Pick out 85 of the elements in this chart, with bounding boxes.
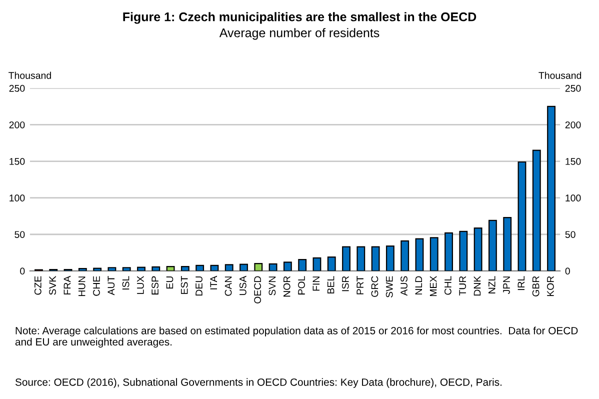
x-tick-label: KOR	[547, 276, 554, 296]
chart-subtitle: Average number of residents	[219, 28, 380, 40]
bar	[444, 232, 453, 271]
bar	[503, 217, 512, 271]
x-tick-label: ITA	[210, 276, 217, 290]
x-tick-label: LUX	[137, 276, 144, 294]
bar	[108, 267, 116, 271]
x-tick-label: NOR	[283, 276, 290, 297]
bar	[518, 161, 526, 271]
bar	[78, 268, 87, 271]
source-note: Source: OECD (2016), Subnational Governments in OECD Countries: Key Data (brochure), OECD, Paris.	[15, 378, 502, 388]
x-tick-label: ISL	[122, 276, 130, 290]
x-tick-label: FRA	[64, 276, 71, 294]
y2-tick-label: 250	[565, 84, 581, 92]
bar	[386, 246, 394, 271]
x-tick-label: TUR	[459, 276, 466, 296]
bar	[196, 264, 204, 271]
y-tick-label: 100	[10, 194, 25, 202]
bar	[283, 262, 292, 271]
x-tick-label: ISR	[342, 276, 349, 292]
bar	[342, 246, 350, 271]
x-tick-label: ESP	[152, 276, 158, 294]
bar	[327, 256, 336, 271]
y2-tick-label: 100	[566, 194, 581, 202]
x-tick-label: EU	[166, 276, 174, 288]
y-tick-label: 0	[20, 268, 25, 275]
bar	[547, 106, 556, 271]
x-tick-label: CZE	[34, 276, 42, 295]
bar	[459, 230, 468, 271]
y2-tick-label: 150	[566, 158, 581, 165]
x-tick-label: OECD	[254, 276, 262, 304]
x-tick-label: NLD	[415, 276, 422, 294]
y2-tick-label: 200	[565, 121, 581, 128]
x-tick-label: USA	[239, 276, 246, 296]
bar	[224, 264, 234, 271]
y-tick-label: 150	[10, 158, 25, 165]
bar	[137, 266, 146, 271]
x-tick-label: MEX	[430, 276, 437, 296]
y-tick-label: 200	[9, 121, 25, 128]
y-tick-label: 250	[9, 84, 25, 92]
bar	[488, 220, 497, 271]
bar	[400, 240, 410, 271]
x-tick-label: NZL	[488, 276, 496, 294]
bar	[430, 237, 438, 271]
x-tick-label: SVK	[49, 276, 56, 295]
y2-axis-title: Thousand	[538, 72, 582, 79]
bar	[122, 267, 131, 271]
x-tick-label: SVN	[268, 276, 276, 296]
text: Note: Average calculations are based on estimated population data as of 2015 or 2016 for most countries. Data for OECD and EU are unweighted averages.	[15, 326, 578, 348]
y-tick-label: 50	[14, 231, 25, 238]
bar	[415, 238, 424, 271]
x-tick-label: EST	[180, 276, 188, 294]
x-tick-label: CHE	[93, 276, 100, 296]
bar	[152, 266, 160, 271]
bar	[532, 150, 541, 271]
x-tick-label: AUT	[108, 276, 115, 296]
x-tick-label: SWE	[386, 276, 393, 298]
x-tick-label: POL	[298, 276, 305, 294]
x-tick-label: FIN	[312, 276, 320, 291]
x-tick-label: BEL	[327, 276, 334, 294]
x-tick-label: CHL	[444, 276, 452, 295]
bar	[312, 257, 322, 271]
y-axis-title: Thousand	[8, 72, 51, 79]
y2-tick-label: 50	[565, 231, 576, 238]
x-tick-label: JPN	[503, 276, 510, 294]
bar	[268, 263, 278, 271]
x-tick-label: IRL	[518, 276, 525, 290]
x-tick-label: AUS	[400, 276, 408, 296]
x-tick-label: CAN	[224, 276, 232, 296]
x-tick-label: DNK	[474, 276, 481, 296]
bar	[356, 246, 366, 271]
bar	[474, 227, 482, 271]
x-tick-label: PRT	[356, 276, 364, 294]
bar	[180, 266, 190, 271]
bar	[371, 246, 380, 271]
x-tick-label: HUN	[78, 276, 86, 296]
bar	[240, 264, 248, 271]
bar	[210, 264, 219, 271]
x-tick-label: DEU	[196, 276, 202, 296]
x-tick-label: GBR	[532, 276, 540, 296]
bar	[298, 259, 307, 271]
bar	[254, 263, 263, 271]
y2-tick-label: 0	[565, 268, 570, 275]
chart-title: Figure 1: Czech municipalities are the smallest in the OECD	[123, 12, 476, 24]
x-tick-label: GRC	[371, 276, 378, 297]
